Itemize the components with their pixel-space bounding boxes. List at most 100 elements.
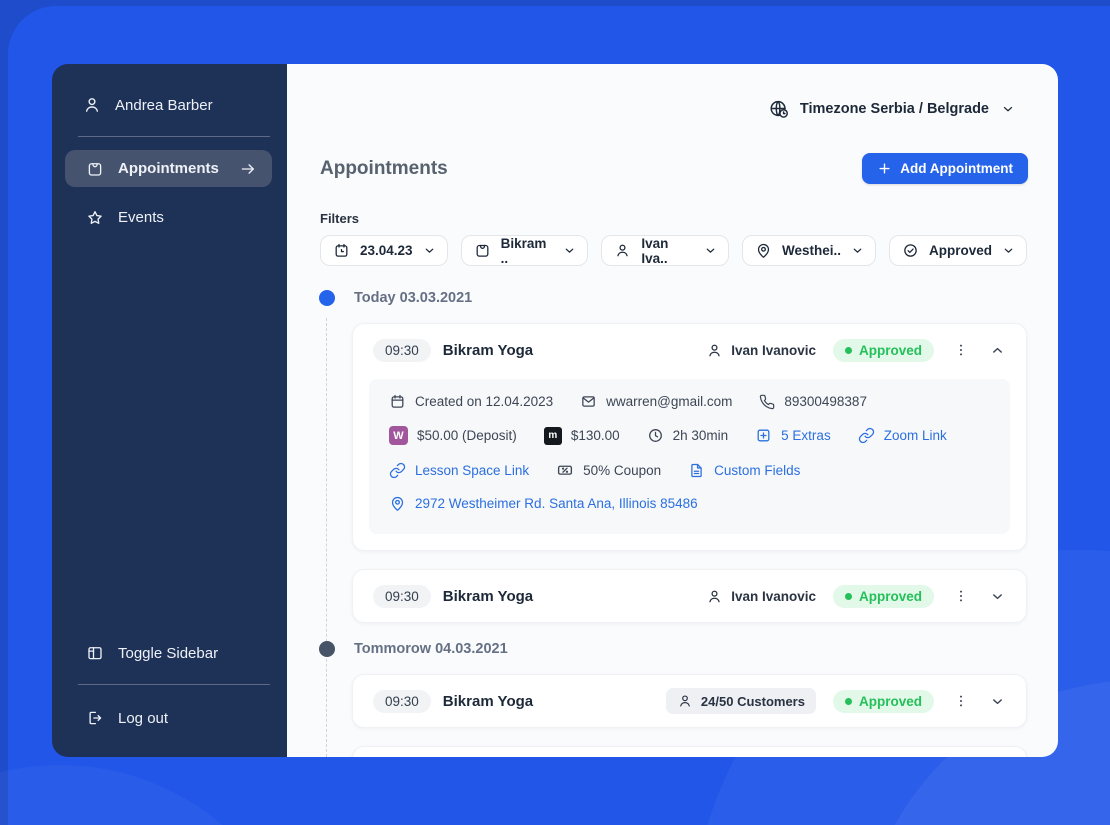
user-icon <box>614 242 631 259</box>
chevron-down-icon <box>423 244 436 257</box>
card-header-right: Ivan Ivanovic Approved <box>706 338 1005 362</box>
extras-label: 5 Extras <box>781 428 831 443</box>
zoom-link-label: Zoom Link <box>883 428 947 443</box>
filter-location[interactable]: Westhei.. <box>741 235 876 266</box>
kebab-menu-icon[interactable] <box>953 693 969 709</box>
time-pill: 09:30 <box>373 584 431 608</box>
phone-icon <box>759 394 775 410</box>
logout-label: Log out <box>118 709 169 727</box>
kebab-menu-icon[interactable] <box>953 588 969 604</box>
status-label: Approved <box>858 588 922 604</box>
extras-link[interactable]: 5 Extras <box>755 427 831 444</box>
sidebar-divider <box>78 684 270 685</box>
custom-fields-link[interactable]: Custom Fields <box>688 462 800 479</box>
filter-status-value: Approved <box>929 243 993 258</box>
filter-status[interactable]: Approved <box>889 235 1028 266</box>
filter-service[interactable]: Bikram .. <box>460 235 589 266</box>
kebab-menu-icon[interactable] <box>953 342 969 358</box>
created-date-chip: Created on 12.04.2023 <box>389 393 553 410</box>
time-pill: 09:30 <box>373 689 431 713</box>
chevron-up-icon[interactable] <box>990 343 1005 358</box>
deposit-chip: W $50.00 (Deposit) <box>389 426 517 445</box>
status-badge: Approved <box>832 689 934 713</box>
chevron-down-icon <box>563 244 576 257</box>
sidebar-item-appointments[interactable]: Appointments <box>65 150 272 187</box>
timeline-dot-today <box>319 290 335 306</box>
sidebar: Andrea Barber Appointments <box>52 64 287 757</box>
appointments-timeline: Today 03.03.2021 09:30 Bikram Yoga <box>287 290 1058 757</box>
lesson-space-link-label: Lesson Space Link <box>415 462 530 478</box>
phone-chip: 89300498387 <box>759 394 867 410</box>
add-appointment-label: Add Appointment <box>900 161 1013 176</box>
zoom-link[interactable]: Zoom Link <box>858 427 947 444</box>
status-badge: Approved <box>832 584 934 608</box>
sidebar-bottom: Toggle Sidebar Log out <box>52 644 287 757</box>
appointment-card-header[interactable]: 09:30 Bikram Yoga 24/50 Customers <box>353 675 1026 727</box>
appointment-card-partial[interactable] <box>352 746 1027 757</box>
logout-button[interactable]: Log out <box>52 709 287 727</box>
card-header-right: 24/50 Customers Approved <box>665 688 1005 714</box>
section-today: Today 03.03.2021 <box>319 290 1058 306</box>
star-icon <box>86 209 104 227</box>
arrow-right-icon <box>239 160 257 178</box>
toggle-sidebar-label: Toggle Sidebar <box>118 644 219 662</box>
user-icon <box>706 588 723 605</box>
chevron-down-icon <box>1001 102 1015 116</box>
sidebar-user[interactable]: Andrea Barber <box>52 64 287 115</box>
time-pill: 09:30 <box>373 338 431 362</box>
logout-icon <box>86 709 104 727</box>
filter-date[interactable]: 23.04.23 <box>320 235 448 266</box>
lesson-space-link[interactable]: Lesson Space Link <box>389 462 529 479</box>
app-window: Andrea Barber Appointments <box>52 64 1058 757</box>
calendar-icon <box>333 242 350 259</box>
appointment-card[interactable]: 09:30 Bikram Yoga 24/50 Customers <box>352 674 1027 728</box>
toggle-sidebar-button[interactable]: Toggle Sidebar <box>52 644 287 662</box>
chevron-down-icon[interactable] <box>990 589 1005 604</box>
filter-location-value: Westhei.. <box>781 243 841 258</box>
add-appointment-button[interactable]: Add Appointment <box>862 153 1028 184</box>
details-row: W $50.00 (Deposit) m $130.00 <box>389 426 990 445</box>
customer-name-group: Ivan Ivanovic <box>706 342 816 359</box>
timezone-label: Timezone Serbia / Belgrade <box>799 101 989 117</box>
file-text-icon <box>688 462 705 479</box>
payment-m-badge-icon: m <box>543 426 562 445</box>
created-date: Created on 12.04.2023 <box>415 394 554 409</box>
price-value: $130.00 <box>570 428 620 443</box>
appointment-card[interactable]: 09:30 Bikram Yoga Ivan Ivanovic <box>352 569 1027 623</box>
calendar-icon <box>389 393 406 410</box>
sidebar-layout-icon <box>86 644 104 662</box>
appointment-card-header[interactable]: 09:30 Bikram Yoga Ivan Ivanovic <box>353 570 1026 622</box>
appointment-card-expanded[interactable]: 09:30 Bikram Yoga Ivan Ivanovic <box>352 323 1027 551</box>
appointments-bag-icon <box>86 160 104 178</box>
status-label: Approved <box>858 342 922 358</box>
filter-customer[interactable]: Ivan Iva.. <box>601 235 729 266</box>
globe-clock-icon <box>768 98 790 120</box>
sidebar-item-label: Events <box>118 209 164 226</box>
section-tomorrow: Tommorow 04.03.2021 <box>319 641 1058 657</box>
main-content: Timezone Serbia / Belgrade Appointments … <box>287 64 1058 757</box>
email-value: wwarren@gmail.com <box>606 394 733 409</box>
timezone-selector[interactable]: Timezone Serbia / Belgrade <box>287 64 1058 120</box>
chevron-down-icon <box>1002 244 1015 257</box>
sidebar-item-events[interactable]: Events <box>65 199 272 236</box>
customers-count: 24/50 Customers <box>700 693 805 709</box>
customers-count-pill: 24/50 Customers <box>665 688 816 714</box>
price-chip: m $130.00 <box>543 426 620 445</box>
phone-value: 89300498387 <box>784 394 867 409</box>
address-link[interactable]: 2972 Westheimer Rd. Santa Ana, Illinois … <box>389 495 698 512</box>
address-value: 2972 Westheimer Rd. Santa Ana, Illinois … <box>415 496 698 511</box>
chevron-down-icon[interactable] <box>990 694 1005 709</box>
service-bag-icon <box>474 242 491 259</box>
section-tomorrow-label: Tommorow 04.03.2021 <box>354 641 508 657</box>
filters-row: 23.04.23 Bikram .. <box>320 235 1028 266</box>
customer-name: Ivan Ivanovic <box>731 588 816 604</box>
email-chip: wwarren@gmail.com <box>580 393 732 410</box>
card-header-right: Ivan Ivanovic Approved <box>706 584 1005 608</box>
appointment-title: Bikram Yoga <box>442 341 534 359</box>
coupon-value: 50% Coupon <box>583 462 662 478</box>
appointment-card-header[interactable]: 09:30 Bikram Yoga Ivan Ivanovic <box>353 324 1026 376</box>
user-icon <box>706 342 723 359</box>
coupon-chip: 50% Coupon <box>556 461 661 479</box>
cards-list: 09:30 Bikram Yoga 24/50 Customers <box>352 674 1027 757</box>
